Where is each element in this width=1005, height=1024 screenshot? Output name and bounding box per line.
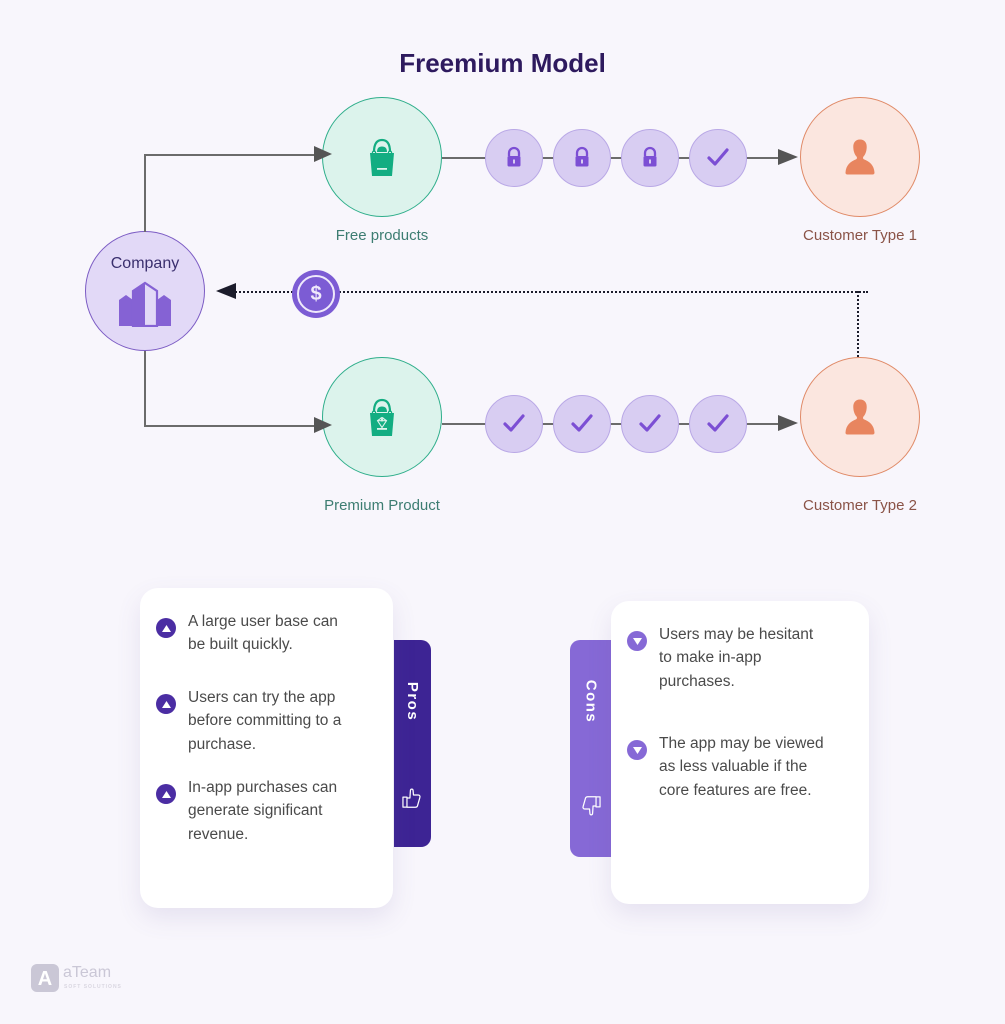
svg-text:A: A xyxy=(38,968,52,990)
